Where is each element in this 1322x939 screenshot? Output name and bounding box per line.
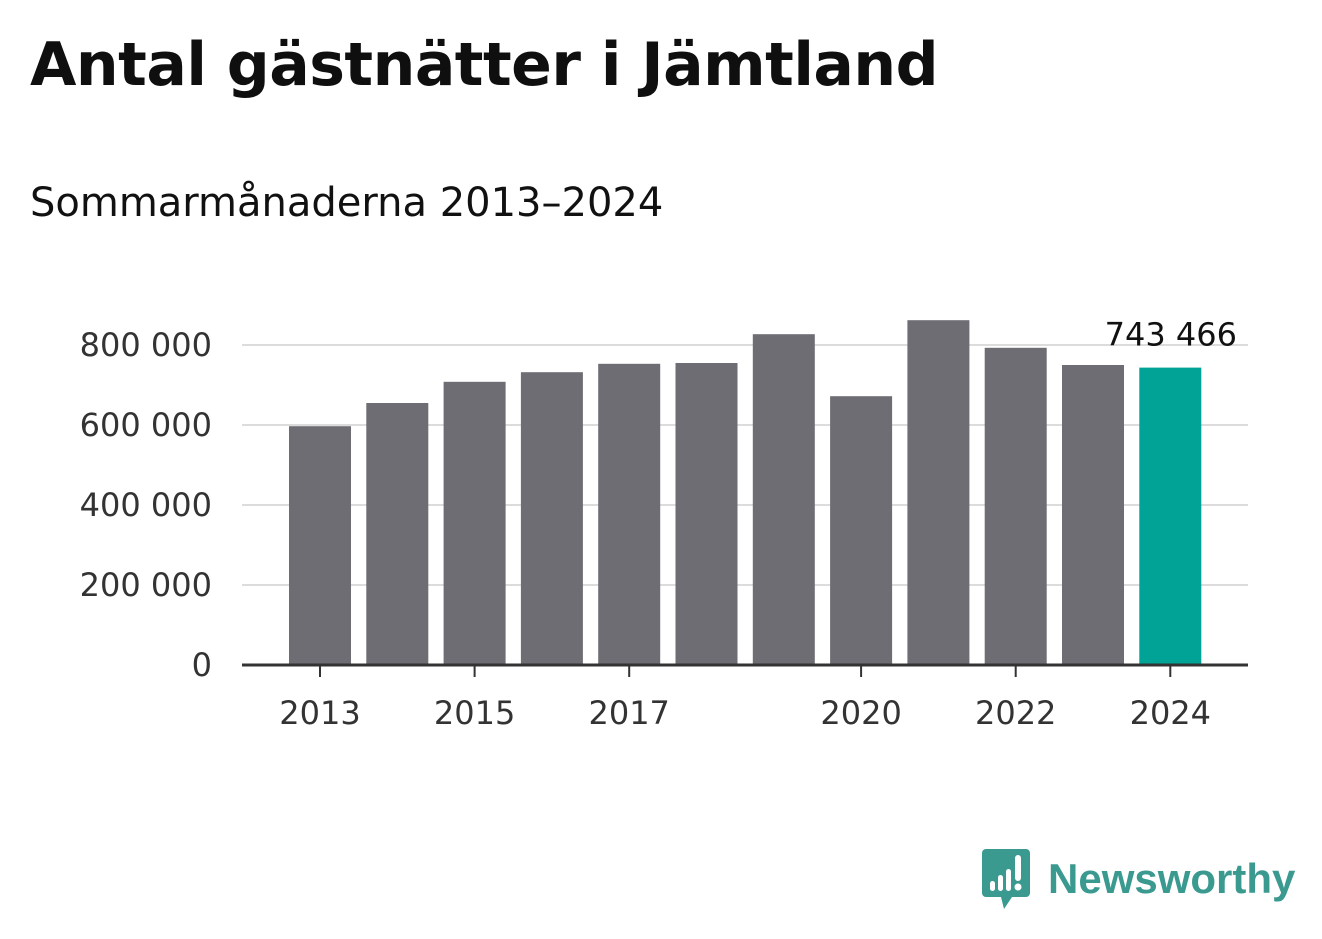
bar [675, 363, 738, 665]
x-tick-label: 2013 [279, 694, 360, 732]
labels: 0 200 000 400 000 600 000 800 000 2013 2015 201… [80, 316, 1237, 732]
bar [443, 381, 506, 665]
x-tick-label: 2022 [975, 694, 1056, 732]
bar [598, 363, 661, 665]
y-tick-label: 600 000 [80, 406, 212, 444]
newsworthy-logo-icon [982, 849, 1030, 909]
bar [752, 334, 815, 665]
bar [984, 347, 1047, 665]
bar [520, 372, 583, 665]
bar [1139, 367, 1202, 665]
x-tick-label: 2015 [434, 694, 515, 732]
bar [1062, 365, 1124, 665]
bars [289, 320, 1202, 665]
x-tick-label: 2017 [588, 694, 669, 732]
bar [907, 320, 970, 665]
brand-logo: Newsworthy [982, 848, 1295, 910]
y-tick-label: 400 000 [80, 486, 212, 524]
bar [366, 403, 429, 665]
y-tick-label: 200 000 [80, 566, 212, 604]
x-tick-label: 2020 [820, 694, 901, 732]
chart-title: Antal gästnätter i Jämtland [30, 30, 939, 100]
bar [289, 426, 351, 665]
x-axis [242, 663, 1248, 677]
brand-name: Newsworthy [1048, 855, 1296, 902]
y-tick-label: 0 [192, 646, 212, 684]
bar [830, 396, 893, 665]
chart-subtitle: Sommarmånaderna 2013–2024 [30, 180, 664, 226]
y-tick-label: 800 000 [80, 326, 212, 364]
data-label: 743 466 [1105, 316, 1237, 354]
x-tick-label: 2024 [1130, 694, 1211, 732]
